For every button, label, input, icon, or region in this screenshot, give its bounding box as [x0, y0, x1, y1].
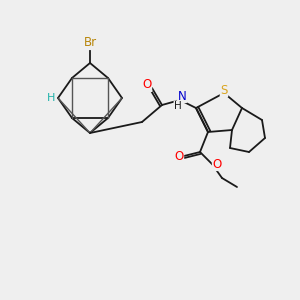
Text: H: H [47, 93, 55, 103]
Text: H: H [174, 101, 182, 111]
Text: O: O [142, 79, 152, 92]
Text: O: O [174, 149, 184, 163]
Text: Br: Br [83, 37, 97, 50]
Text: N: N [178, 89, 186, 103]
Text: S: S [220, 83, 228, 97]
Text: O: O [212, 158, 222, 170]
